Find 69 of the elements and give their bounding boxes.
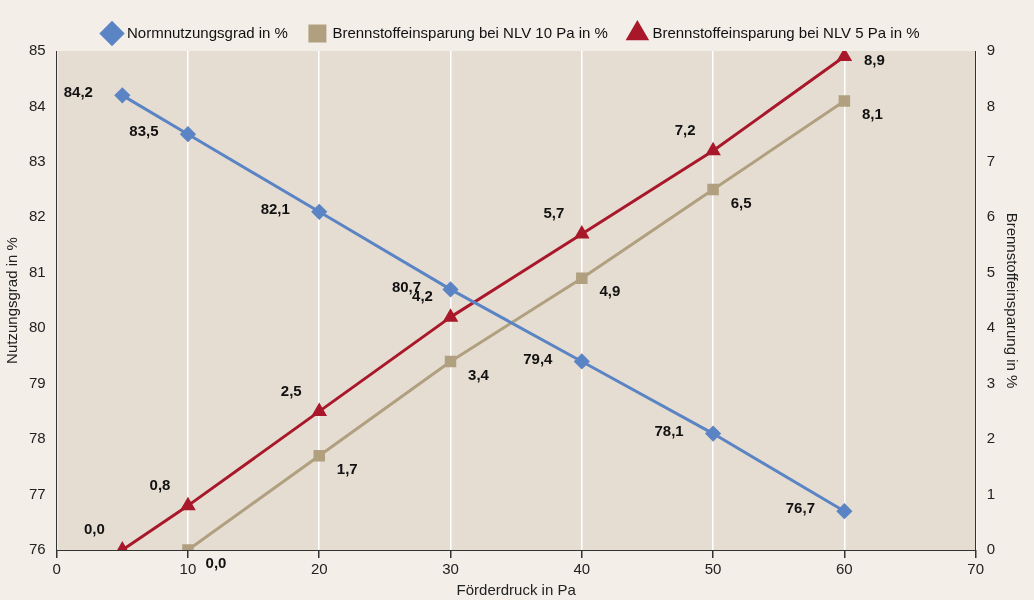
data-label: 76,7: [785, 499, 815, 517]
x-axis-title: Förderdruck in Pa: [456, 581, 577, 599]
x-tick-label: 20: [310, 560, 328, 578]
data-label: 6,5: [730, 193, 752, 211]
y2-tick-label: 2: [986, 429, 995, 447]
point: [444, 355, 457, 368]
y-tick-label: 82: [29, 207, 46, 225]
point: [443, 281, 459, 297]
x-tick-label: 10: [179, 560, 197, 578]
y-tick-label: 85: [29, 41, 46, 59]
y2-tick-label: 0: [986, 540, 995, 558]
point: [114, 87, 130, 103]
y2-tick-label: 4: [986, 318, 995, 336]
data-label: 82,1: [260, 199, 290, 217]
data-label: 0,8: [149, 475, 171, 493]
y2-tick-label: 3: [986, 373, 995, 391]
data-label: 7,2: [674, 120, 696, 138]
point: [574, 353, 590, 369]
y-tick-label: 77: [29, 484, 46, 502]
data-label: 2,5: [280, 381, 302, 399]
x-tick-label: 0: [52, 560, 61, 578]
point: [443, 309, 458, 322]
y-tick-label: 76: [29, 540, 46, 558]
legend-label: Brennstoffeinsparung bei NLV 10 Pa in %: [332, 23, 608, 41]
point: [576, 272, 588, 285]
x-tick-label: 60: [836, 560, 853, 578]
y-tick-label: 83: [29, 152, 46, 170]
point: [706, 143, 720, 156]
data-label: 8,1: [861, 105, 883, 123]
x-tick-label: 50: [704, 560, 722, 578]
y-tick-label: 81: [29, 262, 46, 280]
y2-tick-label: 9: [986, 41, 995, 59]
y2-tick-label: 1: [986, 484, 995, 502]
point: [707, 183, 719, 196]
data-label: 84,2: [63, 83, 93, 101]
point: [575, 226, 589, 239]
point: [312, 403, 326, 416]
data-label: 5,7: [543, 204, 565, 222]
data-label: 0,0: [205, 554, 227, 572]
y2-tick-label: 5: [986, 262, 995, 280]
y2-tick-label: 6: [986, 207, 995, 225]
y-tick-label: 84: [29, 96, 46, 114]
point: [836, 503, 852, 519]
y2-tick-label: 7: [986, 152, 995, 170]
y-tick-label: 78: [29, 429, 46, 447]
point: [181, 498, 195, 511]
point: [838, 95, 851, 107]
data-label: 0,0: [83, 520, 105, 538]
y-tick-label: 79: [29, 373, 46, 391]
y2-tick-label: 8: [986, 96, 995, 114]
point: [705, 426, 721, 442]
x-tick-label: 30: [442, 560, 459, 578]
y-axis-title: Nutzungsgrad in %: [3, 237, 21, 364]
y-tick-label: 80: [29, 318, 46, 336]
x-tick-label: 70: [967, 560, 984, 578]
data-label: 8,9: [863, 50, 885, 68]
data-label: 3,4: [468, 365, 490, 383]
data-label: 78,1: [654, 421, 684, 439]
legend-label: Brennstoffeinsparung bei NLV 5 Pa in %: [652, 23, 920, 41]
legend-label: Normnutzungsgrad in %: [127, 23, 288, 41]
point: [180, 126, 196, 142]
y2-axis-title: Brennstoffeinsparung in %: [1003, 212, 1021, 389]
data-label: 79,4: [523, 349, 554, 367]
data-label: 83,5: [129, 122, 159, 140]
x-tick-label: 40: [573, 560, 591, 578]
point: [311, 204, 327, 220]
data-label: 4,9: [599, 282, 621, 300]
point: [837, 51, 852, 62]
data-label: 1,7: [336, 459, 358, 477]
